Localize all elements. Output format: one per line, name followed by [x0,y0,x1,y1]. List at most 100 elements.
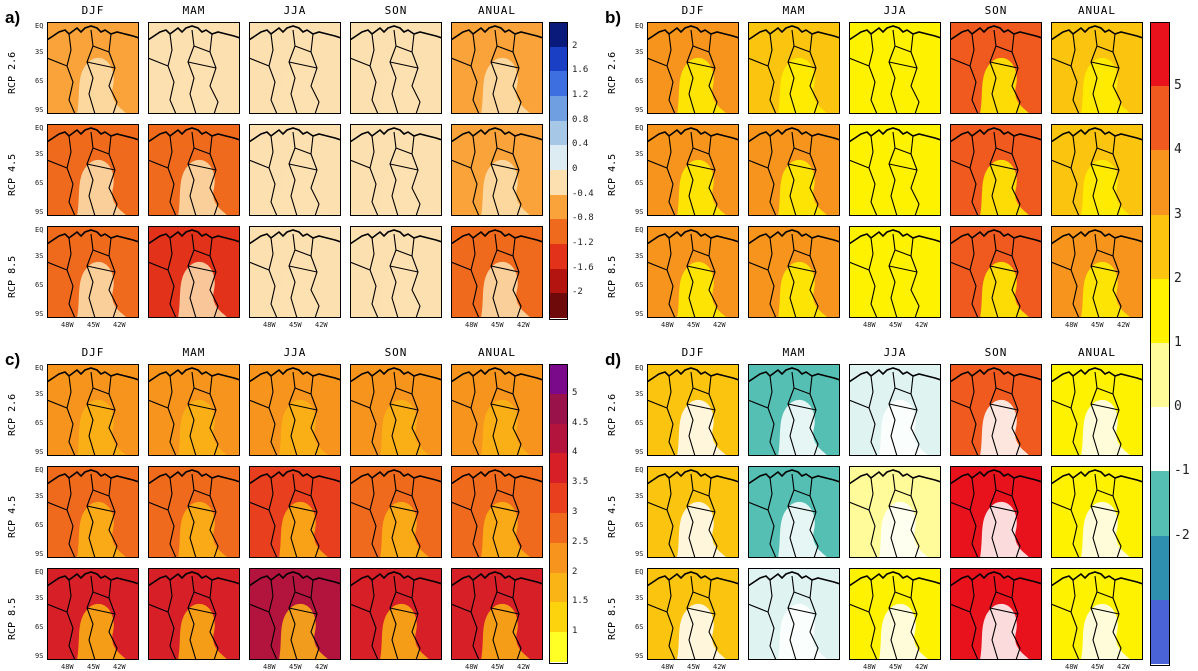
y-tick-a-0-0: EQ [35,22,44,30]
state-border [787,403,817,411]
map-c-0-mam [148,364,240,456]
map-frame [350,364,442,456]
state-border [888,607,918,615]
map-b-0-jja [849,22,941,114]
map-frame [849,124,941,216]
column-header-b-son: SON [984,4,1008,17]
state-border [411,135,421,216]
state-border [1011,375,1021,456]
coastline [451,571,543,587]
state-border [187,163,217,171]
map-b-1-djf [647,124,739,216]
state-border [1051,603,1072,613]
state-border [369,33,379,114]
state-border [995,489,1013,497]
coastline [647,25,739,41]
state-border [288,233,298,318]
state-border [793,387,811,395]
map-frame [647,22,739,114]
colorbar-b-label: -1 [1174,463,1190,479]
map-a-2-son [350,226,442,318]
state-border [187,131,197,216]
panel-label-a: a) [5,8,21,27]
y-tick-b-2-2: 6S [635,281,644,289]
colorbar-c-segment [549,453,568,484]
state-border [787,473,797,558]
x-tick-b-2-1: 45W [889,321,902,329]
row-label-b-2: RCP 8.5 [607,255,618,298]
y-tick-c-2-0: EQ [35,568,44,576]
map-c-2-djf [47,568,139,660]
y-tick-a-1-3: 9S [35,208,44,216]
state-border [411,375,421,456]
column-header-a-jja: JJA [283,4,307,17]
state-border [888,575,898,660]
map-frame [748,364,840,456]
coastline [647,127,739,143]
state-border [1112,375,1122,456]
map-frame [249,226,341,318]
coastline [249,571,341,587]
contour-band [380,57,430,114]
state-border [989,265,1019,273]
map-d-2-anual [1051,568,1143,660]
state-border [310,33,320,114]
colorbar-a-label: -0.4 [572,188,594,199]
state-border [350,603,371,613]
state-border [411,33,421,114]
contour-band [1081,501,1131,558]
coastline [1051,367,1143,383]
row-label-d-0: RCP 2.6 [607,393,618,436]
state-border [395,147,413,155]
map-frame [148,364,240,456]
map-a-0-son [350,22,442,114]
map-frame [249,466,341,558]
coastline [748,229,840,245]
state-border [787,607,817,615]
x-tick-d-0-0: 48W [661,663,674,671]
state-border [470,579,480,660]
state-border [288,61,318,69]
state-border [767,477,777,558]
state-border [490,163,520,171]
coastline [249,25,341,41]
map-frame [47,22,139,114]
state-border [666,135,676,216]
map-frame [47,124,139,216]
state-border [470,375,480,456]
contour-band [481,399,531,456]
colorbar-a-label: 0.8 [572,114,589,125]
row-label-b-1: RCP 4.5 [607,153,618,196]
state-border [350,261,371,271]
state-border [989,131,999,216]
state-border [1051,501,1072,511]
state-border [470,477,480,558]
y-tick-a-2-1: 3S [35,252,44,260]
state-border [470,135,480,216]
state-border [868,33,878,114]
contour-band [1081,261,1131,318]
coastline [1051,25,1143,41]
state-border [1096,387,1114,395]
contour-band [677,57,727,114]
state-border [692,489,710,497]
state-border [1070,477,1080,558]
state-border [86,265,116,273]
state-border [894,387,912,395]
state-border [686,265,716,273]
contour-band [778,501,828,558]
state-border [369,237,379,318]
column-header-d-son: SON [984,346,1008,359]
state-border [910,33,920,114]
x-tick-c-2-2: 42W [315,663,328,671]
state-border [910,135,920,216]
state-border [86,131,96,216]
state-border [86,371,96,456]
state-border [92,591,110,599]
state-border [148,501,169,511]
state-border [451,603,472,613]
colorbar-c-segment [549,423,568,454]
state-border [288,473,298,558]
state-border [187,265,217,273]
state-border [1096,249,1114,257]
